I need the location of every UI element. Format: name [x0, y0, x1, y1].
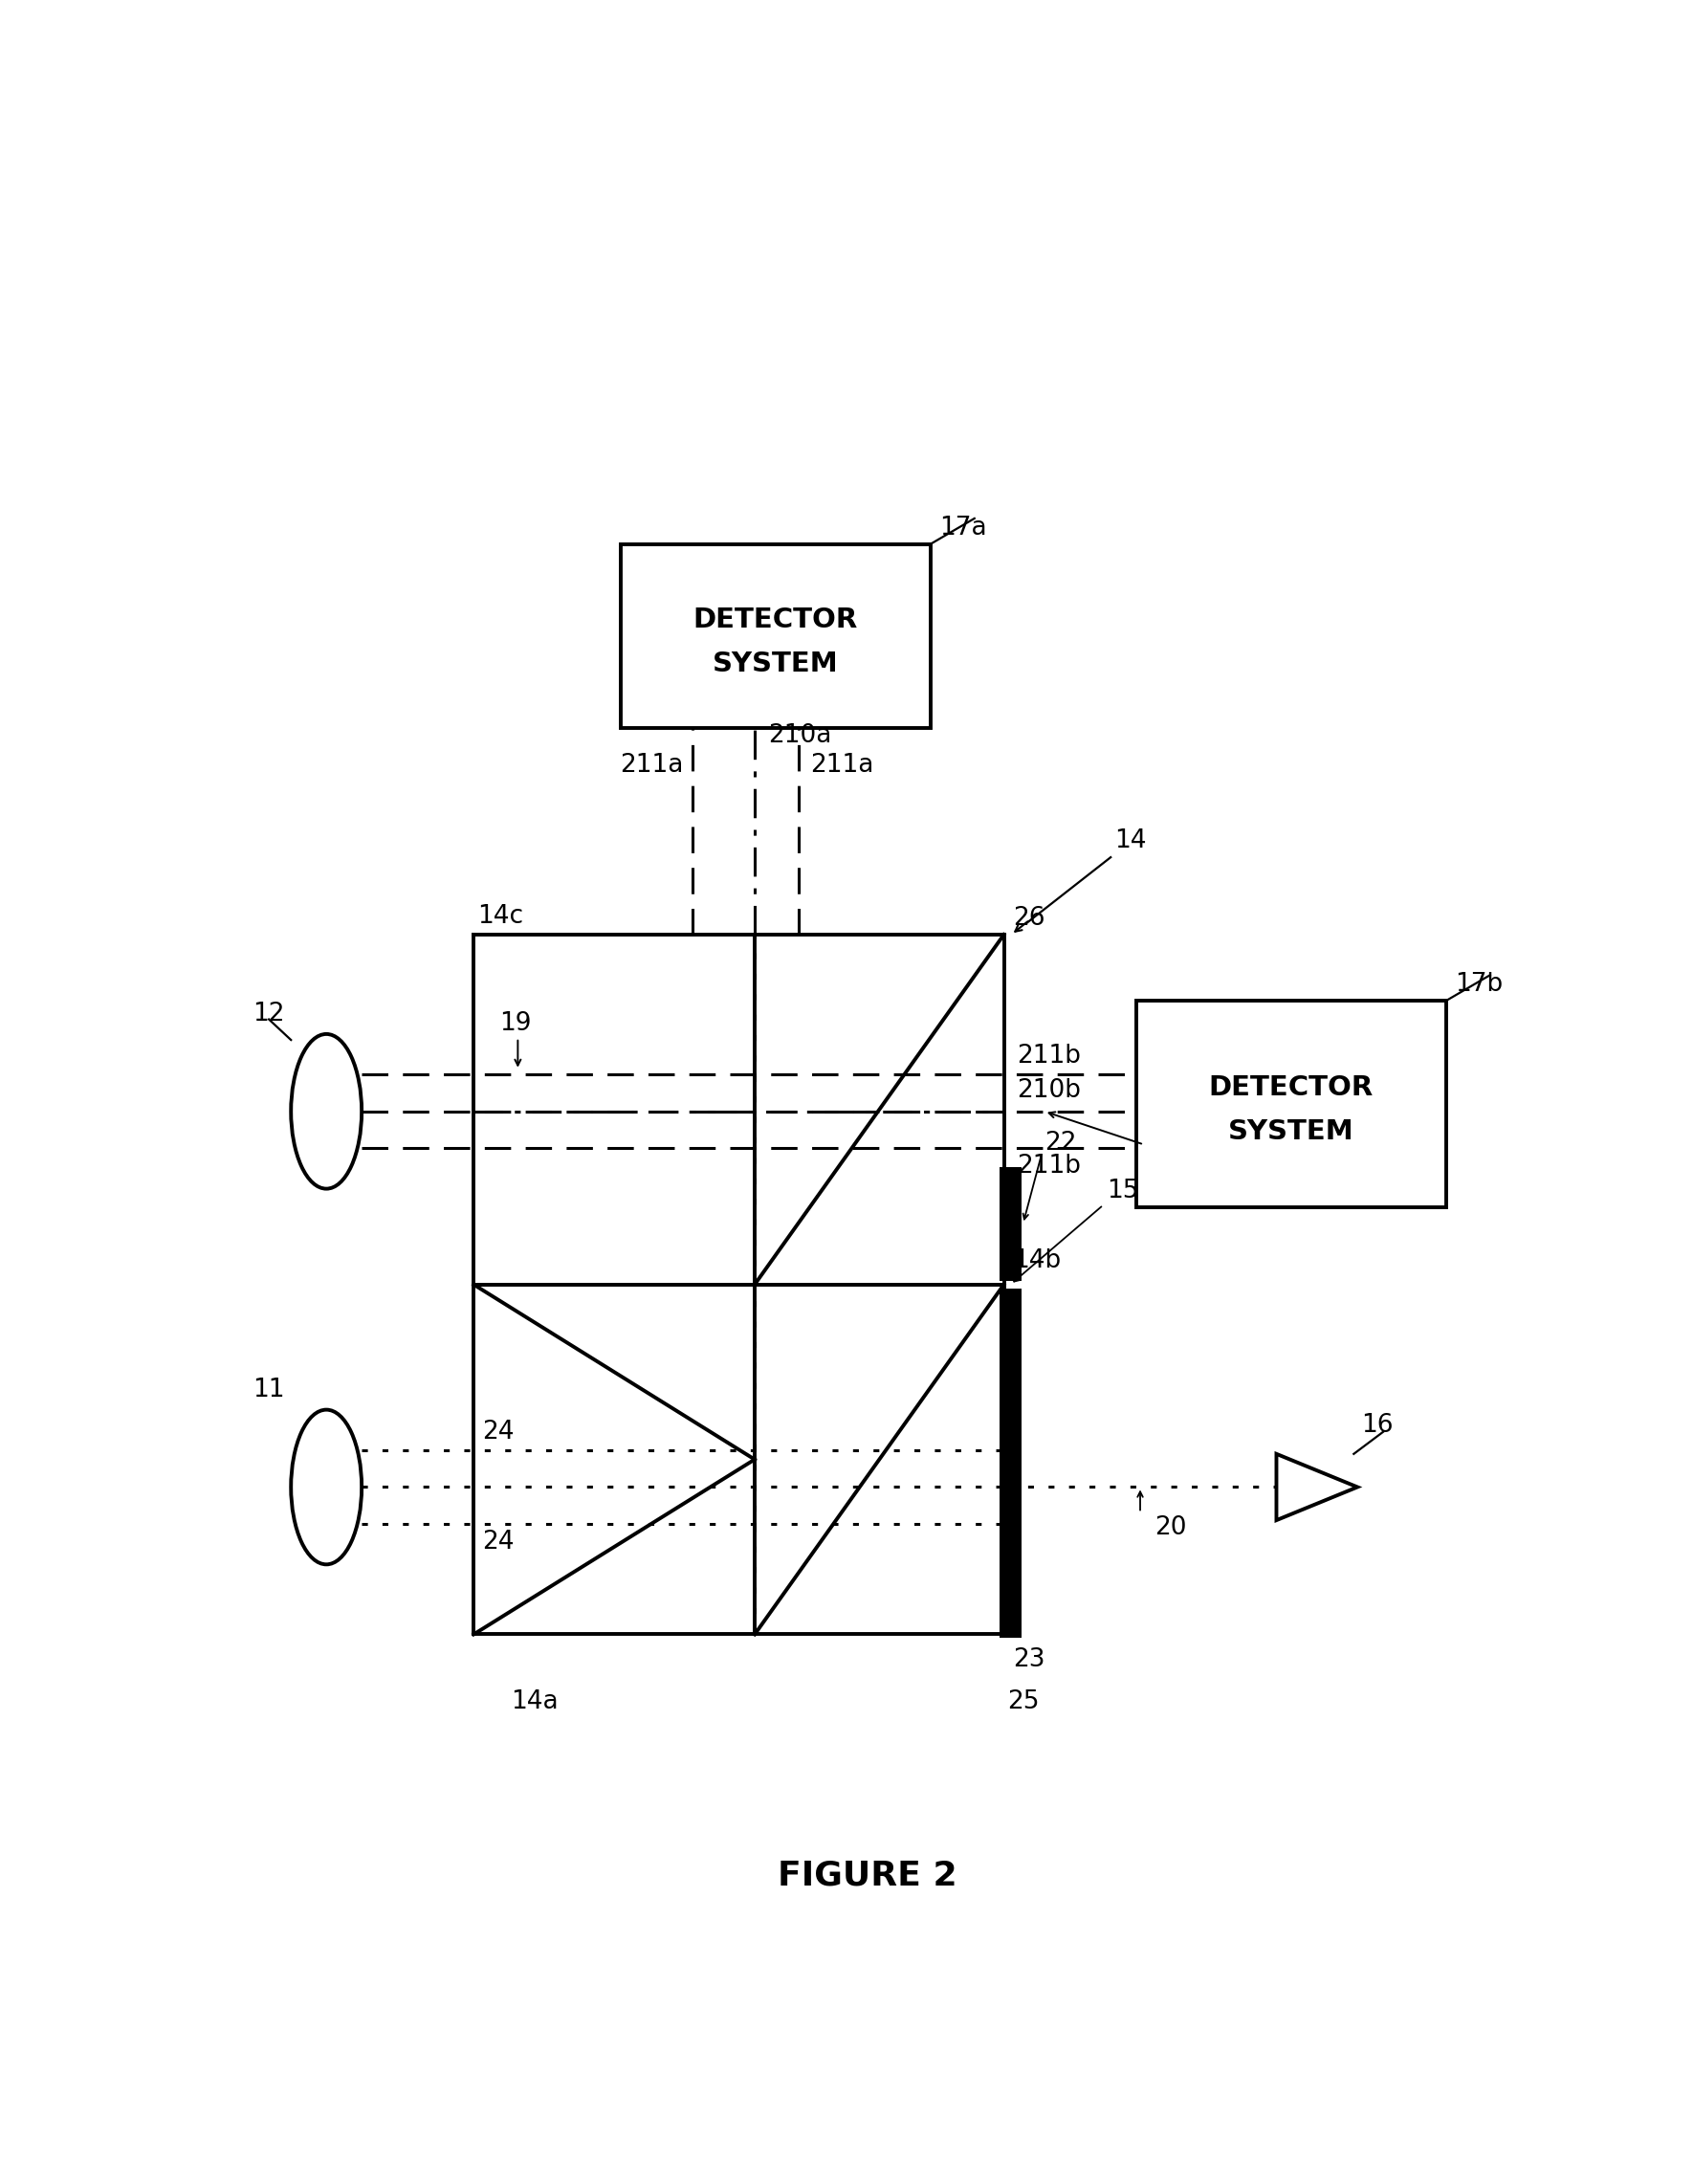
Text: 25: 25: [1007, 1690, 1040, 1714]
Text: SYSTEM: SYSTEM: [1227, 1118, 1354, 1144]
Text: 210b: 210b: [1017, 1077, 1082, 1103]
Text: 14: 14: [1114, 828, 1146, 854]
Text: 17a: 17a: [940, 515, 987, 539]
Text: 24: 24: [483, 1529, 515, 1555]
Ellipse shape: [291, 1409, 362, 1564]
Text: 22: 22: [1045, 1131, 1077, 1155]
Bar: [999, 1166, 1021, 1280]
Text: 26: 26: [1012, 906, 1045, 930]
Text: 15: 15: [1107, 1179, 1139, 1203]
Text: 24: 24: [483, 1420, 515, 1444]
Ellipse shape: [291, 1033, 362, 1188]
Text: DETECTOR: DETECTOR: [1209, 1075, 1373, 1101]
Text: 211a: 211a: [620, 753, 684, 778]
Text: 19: 19: [499, 1011, 532, 1035]
Text: 14c: 14c: [477, 904, 523, 928]
Text: 211b: 211b: [1017, 1044, 1082, 1068]
Bar: [999, 1289, 1021, 1638]
Text: 211a: 211a: [809, 753, 874, 778]
Text: 14a: 14a: [511, 1690, 559, 1714]
Bar: [621, 544, 929, 727]
Text: 16: 16: [1361, 1413, 1393, 1437]
Text: DETECTOR: DETECTOR: [692, 607, 858, 633]
Text: 17b: 17b: [1454, 972, 1503, 998]
Text: 11: 11: [252, 1378, 284, 1402]
Text: SYSTEM: SYSTEM: [713, 651, 838, 677]
Text: 12: 12: [252, 1002, 284, 1026]
Text: 23: 23: [1012, 1647, 1045, 1671]
Text: FIGURE 2: FIGURE 2: [777, 1859, 958, 1891]
Text: 20: 20: [1155, 1516, 1187, 1540]
Bar: [999, 1280, 1021, 1289]
Text: 211b: 211b: [1017, 1153, 1082, 1179]
Bar: [1136, 1000, 1446, 1208]
Text: 14b: 14b: [1012, 1249, 1062, 1273]
Text: 210a: 210a: [769, 723, 831, 749]
Polygon shape: [1277, 1455, 1358, 1520]
